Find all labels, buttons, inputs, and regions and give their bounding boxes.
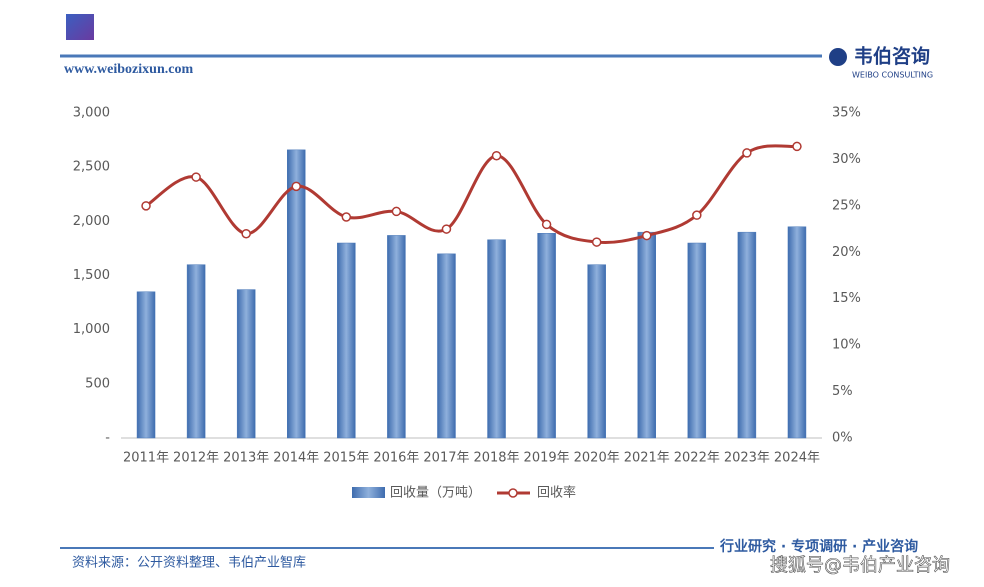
x-tick-label: 2019年 [524,451,570,466]
x-tick-label: 2023年 [724,451,770,466]
tagline: 行业研究 · 专项调研 · 产业咨询 [719,538,918,555]
bar [487,239,506,439]
header-icon [66,14,94,40]
site-url: www.weibozixun.com [64,62,193,77]
source-note: 资料来源：公开资料整理、韦伯产业智库 [72,555,306,571]
marker [692,210,702,220]
x-tick-label: 2024年 [774,451,820,466]
marker [291,181,301,192]
y2-tick-label: 5% [832,384,853,399]
legend-label: 回收率 [537,485,576,501]
watermark: 搜狐号@韦伯产业咨询 [770,555,950,576]
bar [637,231,656,439]
x-tick-label: 2021年 [624,451,670,466]
bar [236,289,256,439]
bar [186,264,206,439]
bar [287,149,306,439]
marker [441,224,452,234]
y-tick-label: 1,000 [73,322,110,337]
bar [587,264,606,439]
legend-swatch [508,488,518,498]
y-tick-label: 1,500 [73,268,110,283]
x-tick-label: 2017年 [423,451,469,466]
y2-tick-label: 0% [832,431,853,446]
bar [387,235,406,439]
marker [491,150,502,161]
y-tick-label: 2,500 [73,160,110,175]
y-tick-label: - [105,431,110,446]
bar [537,233,556,439]
bar [787,226,807,439]
x-tick-label: 2014年 [273,451,319,466]
x-tick-label: 2016年 [373,451,419,466]
x-tick-label: 2022年 [674,451,720,466]
bar [687,242,707,439]
marker [341,212,352,222]
bar [136,291,156,439]
y-tick-label: 500 [85,376,110,391]
brand-en: WEIBO CONSULTING [852,71,933,80]
y-tick-label: 3,000 [73,106,110,121]
y2-tick-label: 10% [832,338,861,353]
x-tick-label: 2012年 [173,451,219,466]
marker [391,206,402,217]
brand-name: 韦伯咨询 [854,45,930,68]
bar [337,242,356,439]
logo-mark [829,48,847,66]
marker [191,172,201,182]
marker [241,228,251,239]
legend-swatch [352,487,385,498]
marker [591,237,602,247]
bar [437,253,456,439]
marker [642,230,652,241]
x-tick-label: 2011年 [123,451,169,466]
x-tick-label: 2020年 [574,451,620,466]
y2-tick-label: 15% [832,291,861,306]
y2-tick-label: 30% [832,152,861,167]
y-tick-label: 2,000 [73,214,110,229]
marker [541,219,552,230]
x-tick-label: 2013年 [223,451,269,466]
marker [792,141,802,152]
marker [141,201,151,211]
x-tick-label: 2018年 [473,451,519,466]
legend-label: 回收量（万吨） [390,486,481,501]
bar [737,231,757,439]
line [145,144,798,245]
y2-tick-label: 25% [832,198,861,213]
y2-tick-label: 35% [832,106,861,121]
marker [742,148,752,158]
x-tick-label: 2015年 [323,451,369,466]
y2-tick-label: 20% [832,245,861,260]
